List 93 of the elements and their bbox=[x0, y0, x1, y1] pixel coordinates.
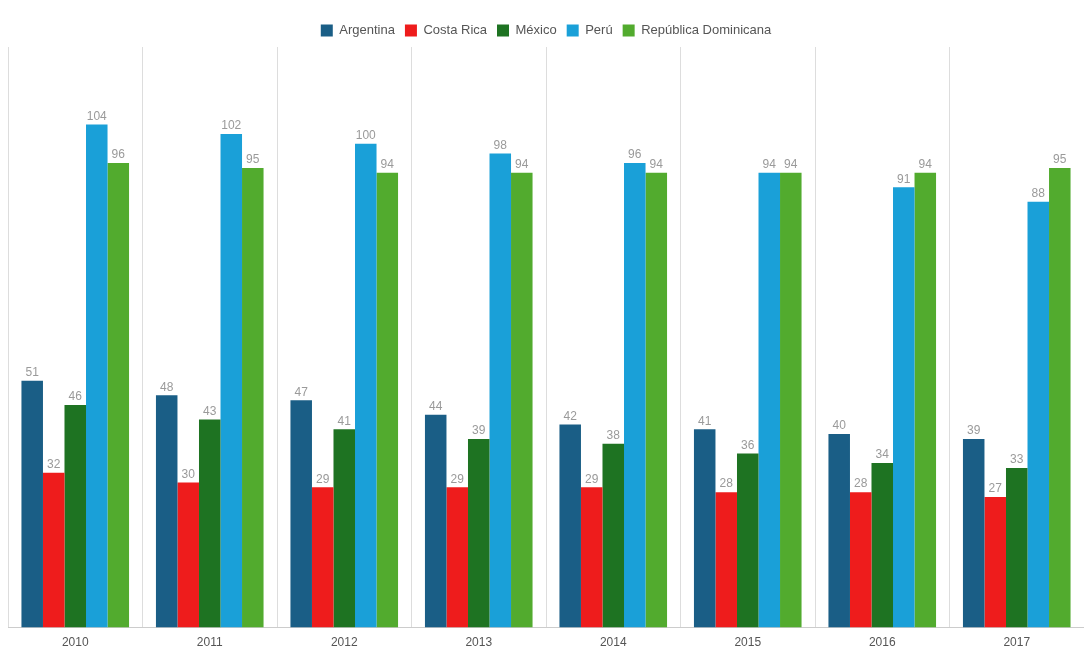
data-label: 95 bbox=[246, 152, 260, 167]
data-label: 96 bbox=[628, 147, 642, 162]
data-label: 42 bbox=[563, 408, 578, 423]
data-label: 44 bbox=[429, 399, 443, 414]
data-label: 40 bbox=[832, 418, 847, 433]
bar bbox=[893, 187, 915, 628]
data-label: 29 bbox=[450, 471, 465, 486]
x-tick-label: 2010 bbox=[61, 635, 89, 650]
bar bbox=[107, 163, 130, 628]
bar bbox=[198, 419, 221, 628]
data-label: 28 bbox=[854, 476, 868, 491]
bar bbox=[511, 172, 533, 628]
legend-label: Perú bbox=[585, 22, 613, 38]
bar bbox=[780, 172, 802, 628]
data-label: 43 bbox=[203, 403, 217, 418]
data-label: 38 bbox=[606, 428, 621, 443]
bar bbox=[871, 463, 894, 628]
data-label: 94 bbox=[762, 157, 777, 172]
data-label: 95 bbox=[1053, 152, 1067, 167]
data-label: 94 bbox=[380, 157, 395, 172]
data-label: 94 bbox=[918, 157, 933, 172]
bar bbox=[155, 395, 178, 628]
bar bbox=[489, 153, 512, 628]
bar bbox=[446, 487, 468, 628]
bar bbox=[602, 443, 625, 628]
data-label: 29 bbox=[316, 471, 330, 486]
bar bbox=[333, 429, 356, 628]
bar bbox=[355, 143, 377, 628]
data-label: 47 bbox=[294, 384, 309, 399]
bar bbox=[758, 172, 781, 628]
data-label: 104 bbox=[86, 108, 108, 123]
bar bbox=[376, 172, 399, 628]
x-tick-label: 2013 bbox=[465, 635, 493, 650]
x-tick-label: 2017 bbox=[1003, 635, 1031, 650]
data-label: 46 bbox=[68, 389, 83, 404]
data-label: 88 bbox=[1031, 186, 1046, 201]
bar bbox=[290, 400, 312, 628]
x-tick-label: 2015 bbox=[734, 635, 762, 650]
data-label: 41 bbox=[698, 413, 712, 428]
bar bbox=[984, 496, 1006, 628]
bar bbox=[1049, 167, 1071, 628]
data-label: 102 bbox=[221, 118, 242, 133]
bar bbox=[736, 453, 759, 628]
data-label: 94 bbox=[784, 157, 798, 172]
data-label: 39 bbox=[472, 423, 486, 438]
legend-label: Costa Rica bbox=[423, 22, 488, 38]
bar bbox=[715, 492, 737, 628]
data-label: 98 bbox=[493, 137, 508, 152]
bar bbox=[177, 482, 199, 628]
x-tick-label: 2016 bbox=[868, 635, 896, 650]
data-label: 41 bbox=[337, 413, 352, 428]
bar bbox=[828, 434, 850, 628]
bar bbox=[42, 472, 65, 628]
bar bbox=[242, 167, 264, 628]
bar bbox=[86, 124, 108, 628]
bar bbox=[559, 424, 581, 628]
legend-label: República Dominicana bbox=[641, 22, 772, 38]
data-label: 96 bbox=[111, 147, 126, 162]
bar bbox=[64, 405, 87, 628]
bar bbox=[311, 487, 334, 628]
data-label: 94 bbox=[649, 157, 664, 172]
data-label: 94 bbox=[515, 157, 529, 172]
data-label: 29 bbox=[585, 471, 599, 486]
data-label: 27 bbox=[988, 481, 1003, 496]
bar bbox=[21, 380, 43, 628]
data-label: 48 bbox=[160, 379, 174, 394]
bar bbox=[693, 429, 716, 628]
data-label: 33 bbox=[1010, 452, 1024, 467]
bar bbox=[645, 172, 668, 628]
bar bbox=[1005, 467, 1028, 628]
bar bbox=[220, 134, 243, 628]
data-label: 34 bbox=[875, 447, 890, 462]
legend-label: Argentina bbox=[339, 22, 396, 38]
data-label: 51 bbox=[25, 365, 40, 380]
data-label: 91 bbox=[897, 171, 911, 186]
bar bbox=[962, 438, 985, 628]
x-tick-label: 2011 bbox=[196, 635, 223, 650]
bar bbox=[1027, 201, 1050, 628]
bar bbox=[424, 414, 447, 628]
data-label: 39 bbox=[967, 423, 981, 438]
data-label: 32 bbox=[47, 457, 61, 472]
data-label: 30 bbox=[181, 466, 196, 481]
data-label: 100 bbox=[355, 128, 377, 143]
bar bbox=[580, 487, 603, 628]
bar bbox=[914, 172, 937, 628]
legend-label: México bbox=[515, 22, 557, 38]
data-label: 36 bbox=[741, 437, 755, 452]
bar bbox=[849, 492, 872, 628]
bar bbox=[467, 438, 490, 628]
x-tick-label: 2014 bbox=[599, 635, 627, 650]
bar bbox=[624, 163, 646, 628]
data-label: 28 bbox=[719, 476, 734, 491]
x-tick-label: 2012 bbox=[330, 635, 358, 650]
